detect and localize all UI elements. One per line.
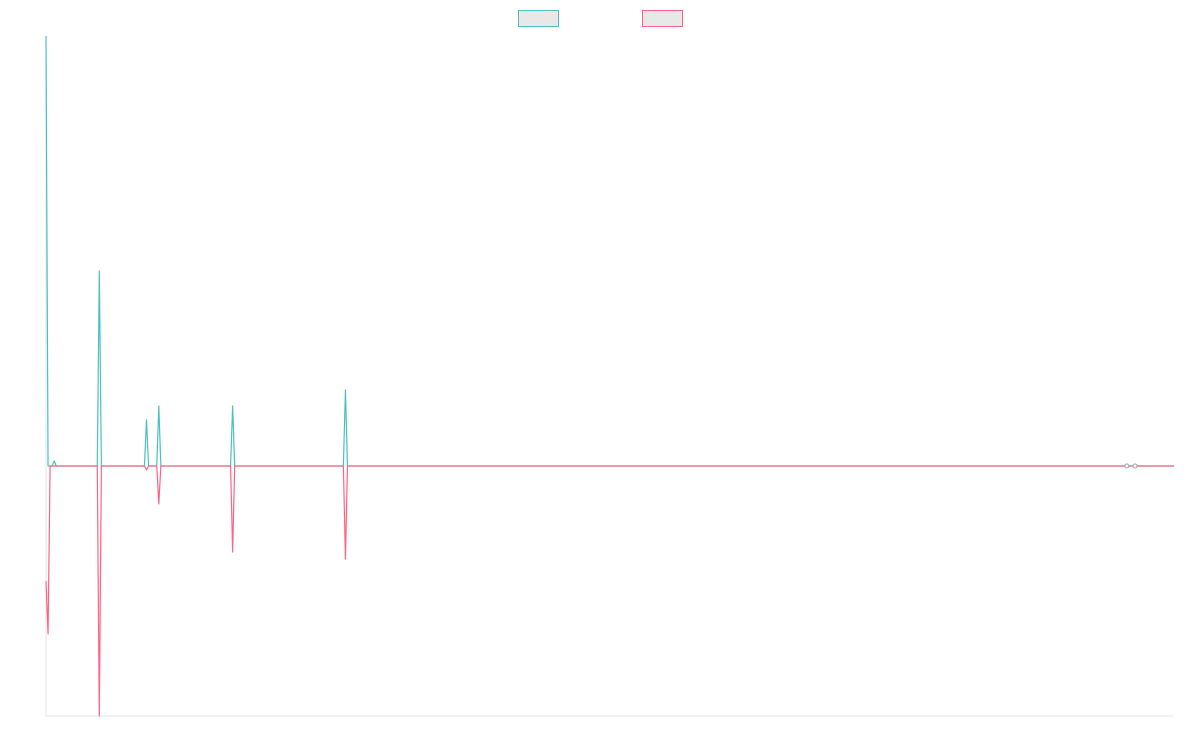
data-point	[0, 465, 2, 468]
series-2-line	[45, 465, 1174, 717]
data-point	[0, 465, 2, 468]
data-point	[0, 465, 2, 468]
data-point	[0, 465, 2, 468]
data-point	[0, 465, 2, 468]
data-point	[0, 465, 2, 468]
data-point	[0, 465, 2, 468]
legend-swatch-2[interactable]	[642, 10, 683, 27]
series-1-line	[45, 35, 1174, 467]
data-point	[0, 465, 2, 468]
legend-swatch-1[interactable]	[518, 10, 559, 27]
chart-legend	[518, 10, 683, 27]
series-2	[0, 465, 1174, 717]
legend-item-2[interactable]	[642, 10, 683, 27]
data-point	[0, 465, 2, 468]
data-point	[0, 465, 2, 468]
data-point	[0, 465, 2, 468]
data-point-marker	[1124, 463, 1130, 469]
data-point	[0, 465, 2, 468]
series-1	[0, 35, 1174, 468]
data-point	[0, 465, 2, 468]
data-point	[0, 465, 2, 468]
data-point	[0, 465, 2, 468]
data-point	[0, 465, 2, 468]
data-point	[0, 465, 2, 468]
data-point	[0, 465, 2, 468]
end-markers	[1124, 463, 1138, 469]
chart-axes	[45, 36, 1174, 717]
data-point	[0, 465, 2, 468]
data-point	[0, 465, 2, 468]
data-point	[0, 465, 2, 468]
data-point	[0, 465, 2, 468]
data-point	[0, 465, 2, 468]
data-point	[0, 465, 2, 468]
data-point-marker	[1132, 463, 1138, 469]
data-point	[0, 465, 2, 468]
data-point	[0, 465, 2, 468]
data-point	[0, 465, 2, 468]
data-point	[0, 465, 2, 468]
data-point	[0, 465, 2, 468]
data-point	[0, 465, 2, 468]
data-point	[0, 465, 2, 468]
data-point	[0, 465, 2, 468]
legend-item-1[interactable]	[518, 10, 559, 27]
data-point	[0, 465, 2, 468]
data-point	[0, 465, 2, 468]
data-point	[0, 465, 2, 468]
data-point	[0, 465, 2, 468]
plot-area	[0, 35, 1174, 717]
data-point	[0, 465, 2, 468]
